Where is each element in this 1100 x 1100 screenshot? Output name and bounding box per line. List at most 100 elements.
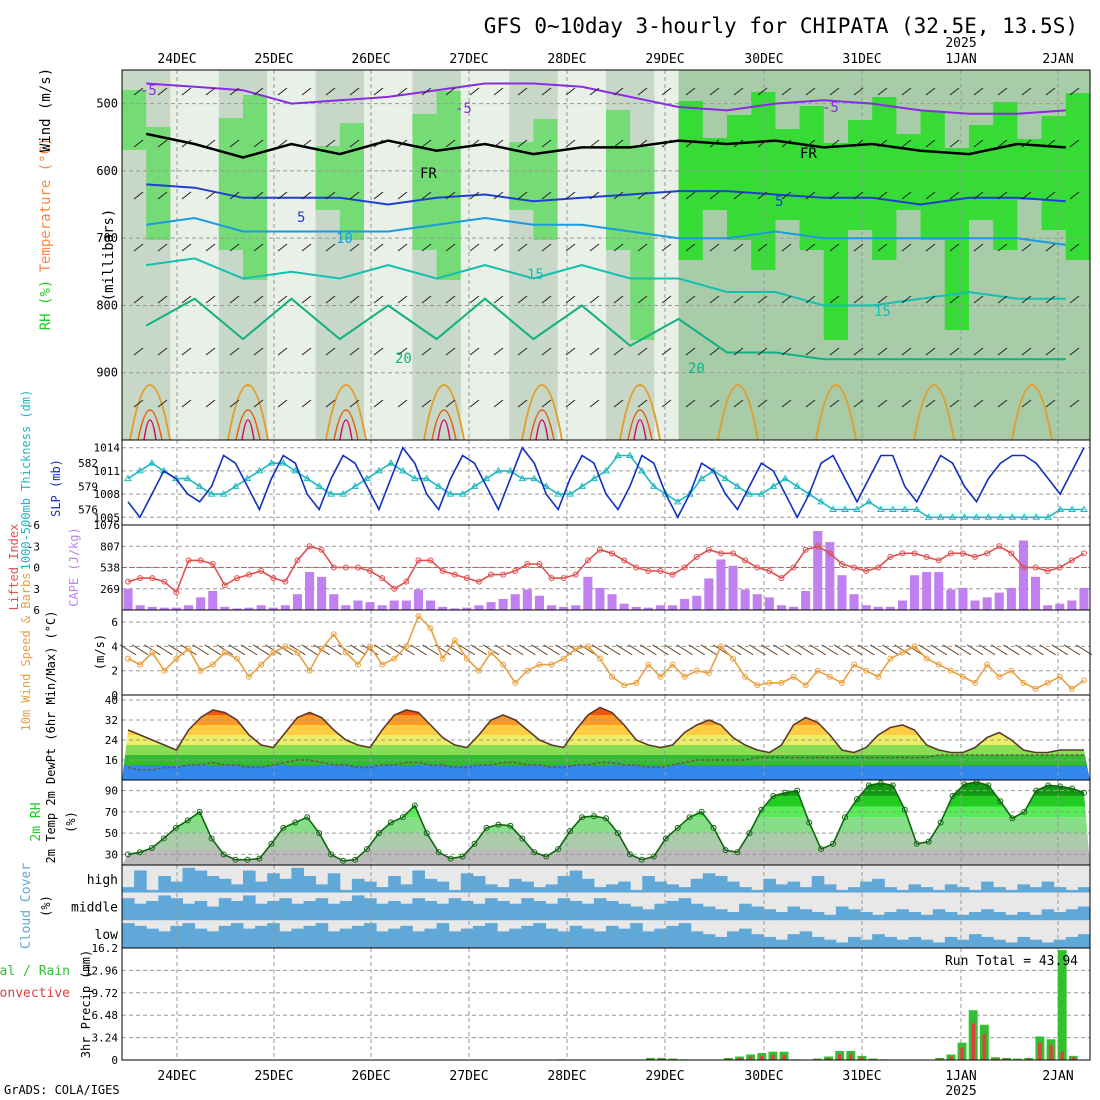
rh-line-point	[865, 782, 872, 789]
cloud-bar	[485, 884, 498, 893]
lifted-line-point	[754, 564, 761, 571]
rh-line-point	[698, 808, 705, 815]
wind-barb	[661, 347, 672, 356]
cloud-bar	[593, 931, 607, 948]
thickness-line-point	[363, 474, 371, 482]
cloud-bar	[763, 909, 776, 921]
thickness-line-point	[745, 490, 754, 497]
wind-barb	[277, 399, 288, 408]
cloud-bar	[739, 887, 752, 893]
wind-barb	[685, 399, 696, 408]
cloud-bar	[279, 898, 292, 921]
wind-barb	[493, 295, 504, 304]
rh-line-point	[160, 835, 167, 842]
cape-bar	[292, 594, 302, 610]
cloud-bar	[206, 906, 220, 921]
cloud-bar	[351, 878, 365, 893]
lifted-line-point	[1068, 557, 1075, 564]
wind-speed-line-point	[572, 645, 579, 652]
cape-bar	[510, 594, 520, 610]
cape-bar	[873, 606, 883, 610]
wind-barb	[494, 644, 512, 656]
wind-barb	[131, 644, 149, 656]
wind-speed-line-point	[427, 625, 434, 632]
cape-bar	[764, 597, 774, 610]
isotherm-25-arc	[619, 384, 661, 441]
cloud-bar	[787, 881, 801, 893]
wind-barb	[877, 139, 888, 148]
rh-line-point	[399, 814, 406, 821]
thickness-line-point	[446, 490, 455, 497]
cloud-bar	[545, 903, 559, 921]
cloud-bar	[291, 903, 304, 921]
wind-barb	[589, 399, 600, 408]
cloud-bar	[376, 903, 389, 921]
wind-barb	[973, 139, 984, 148]
cloud-bar	[1041, 881, 1055, 893]
cape-bar	[655, 605, 665, 610]
bottom-date-2: 26DEC	[351, 1069, 390, 1084]
lifted-line-point	[609, 550, 616, 557]
cloud-bar	[666, 900, 680, 921]
rh-line-point	[782, 789, 789, 796]
wind-barb	[853, 399, 864, 408]
wind-barb	[470, 644, 488, 656]
wind-barb	[877, 243, 888, 252]
wind-speed-line-point	[609, 673, 616, 680]
cloud-bar	[557, 876, 571, 893]
precip-panel: 16.2 12.96 9.72 6.48 3.24 0 Run Total = 43.94 3…	[0, 942, 1091, 1067]
wind-barb	[661, 191, 672, 200]
cloud-panel: high middle low Cloud Cover (%)	[19, 863, 1091, 949]
thickness-line-point	[721, 474, 730, 482]
wind-speed-line-point	[596, 655, 603, 662]
wind-barb	[349, 87, 360, 96]
rh-line-point	[483, 824, 490, 831]
cape-bar	[607, 594, 617, 610]
temp-band	[122, 707, 1090, 715]
lifted-line-point	[887, 553, 894, 560]
rh-tick: 90	[105, 785, 118, 798]
lifted-line-point	[463, 575, 470, 582]
wind-barb	[637, 295, 648, 304]
rh-line-point	[304, 814, 311, 821]
rh-line-point	[985, 782, 992, 789]
wind-barb	[781, 295, 792, 304]
wind-speed-line-point	[705, 670, 712, 677]
cloud-bar	[860, 939, 873, 948]
thickness-line-point	[697, 474, 706, 482]
contour-label: -5	[140, 83, 157, 99]
wind-barb	[990, 644, 1008, 656]
wind-barb	[797, 644, 814, 656]
rh-column	[194, 70, 220, 440]
cloud-bar	[182, 867, 196, 893]
temp-tick: 16	[105, 754, 118, 767]
cloud-bar	[606, 884, 619, 893]
cloud-bar	[218, 878, 232, 893]
wind-speed-line-point	[1044, 679, 1051, 686]
wind-barb	[925, 87, 936, 96]
cape-bar	[268, 607, 278, 610]
cloud-bar	[303, 900, 317, 921]
wind-barb	[829, 139, 840, 148]
cape-tick: 1076	[94, 519, 121, 532]
cloud-bar	[122, 923, 135, 948]
rh-line-point	[447, 855, 454, 862]
cloud-bar	[146, 900, 159, 921]
cloud-bar	[956, 914, 970, 921]
rh-moist-patch	[315, 146, 341, 210]
wind-barb	[748, 644, 766, 656]
wind-barb	[613, 243, 624, 252]
cape-bar	[377, 605, 387, 610]
rh-line-point	[316, 830, 323, 837]
isotherm-freezing	[145, 132, 1066, 159]
contour-label: -5	[822, 100, 839, 116]
bottom-date-labels: 24DEC 25DEC 26DEC 27DEC 28DEC 29DEC 30DEC 31DEC…	[157, 1069, 1073, 1099]
wind-barb	[565, 295, 576, 304]
isotherm-30-arc	[333, 409, 359, 441]
cape-bar	[244, 607, 254, 610]
thickness-line-point	[948, 513, 957, 520]
wind-barb	[445, 191, 456, 200]
wind-barb	[709, 139, 720, 148]
wind-unit-label: (m/s)	[93, 634, 107, 670]
wind-speed-line-point	[669, 661, 676, 668]
